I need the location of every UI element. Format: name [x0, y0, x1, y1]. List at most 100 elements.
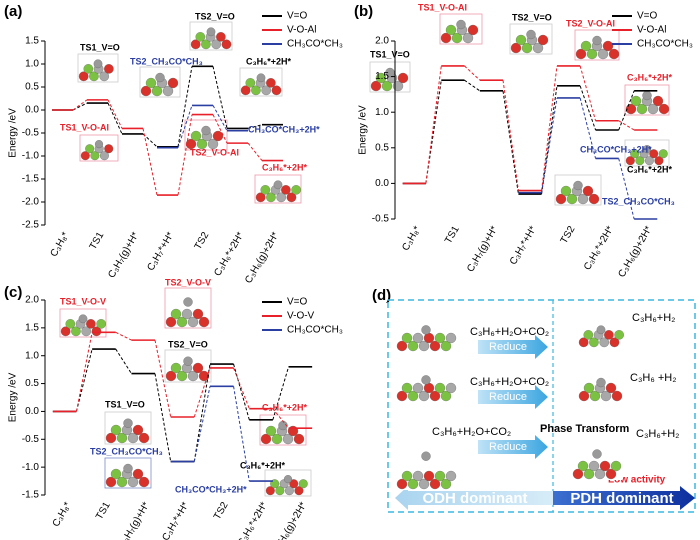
- connector: [177, 66, 193, 147]
- atom: [555, 193, 567, 205]
- x-tick-label: C₃H₇(g)+H*: [117, 500, 152, 540]
- atom: [510, 42, 522, 54]
- x-tick-label: C₃H₈*: [51, 500, 74, 529]
- panel-title: (b): [354, 3, 373, 20]
- atom: [586, 48, 598, 60]
- annotation: C₃H₆*+2H*: [262, 162, 308, 172]
- atom: [140, 85, 152, 97]
- pdh-arrow: [553, 486, 695, 510]
- adsorbate: [183, 297, 193, 307]
- atom: [110, 424, 122, 436]
- band-label: ODH dominant: [423, 490, 528, 507]
- annotation: CH₃CO*CH₃+2H*: [175, 484, 247, 494]
- connector: [193, 363, 211, 462]
- panel-d: (d) C₃H₆+H₂O+CO₂ C₃H₆+H₂O+CO₂ C₃H₆+H₂O+C…: [372, 287, 696, 513]
- atom: [105, 432, 117, 444]
- x-tick-label: C₃H₇(g)+H*: [106, 230, 141, 280]
- connector: [272, 408, 289, 429]
- atom: [260, 185, 271, 195]
- atom: [418, 478, 430, 490]
- y-tick-label: -0.5: [372, 214, 390, 225]
- annotation: C₃H₆*+2H*: [240, 460, 286, 470]
- adsorbate: [456, 19, 466, 30]
- connector: [247, 124, 263, 129]
- atom: [583, 468, 595, 480]
- atom: [434, 332, 446, 344]
- annotation: TS1_V-O-V: [60, 296, 106, 306]
- atom: [434, 470, 446, 482]
- legend-label: V=O: [287, 297, 308, 308]
- arrow: [478, 335, 548, 359]
- connector: [75, 332, 93, 412]
- atom: [99, 71, 110, 82]
- y-tick-label: 2.0: [25, 295, 39, 306]
- adsorbate: [93, 59, 103, 69]
- atom: [583, 330, 594, 340]
- x-tick-label: C₃H₈*: [49, 230, 72, 259]
- atom: [240, 85, 251, 96]
- legend-label: CH₃CO*CH₃: [637, 39, 693, 50]
- atom: [145, 77, 157, 89]
- connector: [115, 348, 132, 374]
- atom: [429, 340, 441, 352]
- atom: [192, 308, 204, 320]
- connector: [107, 99, 123, 129]
- atom: [575, 48, 587, 60]
- atom: [610, 460, 622, 472]
- connector: [579, 65, 597, 121]
- annotation: TS1_V-O-Al: [418, 2, 467, 12]
- atom: [608, 48, 620, 60]
- connector: [212, 114, 228, 144]
- note: Low activity: [608, 475, 666, 486]
- atom: [609, 337, 620, 348]
- legend-label: V=O: [287, 11, 308, 22]
- adsorbate: [592, 35, 602, 46]
- atom: [291, 185, 301, 195]
- adsorbate: [642, 145, 652, 154]
- atom: [245, 78, 256, 88]
- atom: [396, 340, 408, 352]
- atom: [537, 34, 549, 46]
- connector: [193, 367, 211, 418]
- atom: [132, 424, 144, 436]
- atom: [445, 470, 457, 482]
- transition: Phase Transform: [540, 423, 629, 435]
- y-tick-label: 1.5: [25, 322, 39, 333]
- atom: [216, 32, 226, 42]
- atom: [625, 156, 635, 166]
- y-tick-label: -0.5: [22, 434, 40, 445]
- annotation: TS2_CH₃CO*CH₃: [130, 56, 203, 66]
- adsorbate: [642, 90, 652, 101]
- adsorbate: [78, 314, 88, 324]
- y-axis-label: Energy /eV: [8, 108, 19, 158]
- adsorbate: [201, 125, 211, 136]
- atom: [635, 156, 645, 166]
- atom: [105, 476, 117, 488]
- reactants: C₃H₆+H₂O+CO₂: [470, 326, 549, 338]
- atom: [281, 185, 291, 195]
- atom: [589, 390, 601, 402]
- atom: [127, 432, 139, 444]
- atom: [658, 149, 668, 159]
- atom: [221, 39, 232, 50]
- connector: [541, 65, 558, 191]
- atom: [176, 370, 188, 382]
- atom: [170, 308, 182, 320]
- x-tick-label: C₃H₆(g)+2H*: [271, 500, 309, 540]
- atom: [614, 330, 624, 340]
- atom: [515, 34, 527, 46]
- product: C₃H₆ +H₂: [630, 372, 677, 384]
- panel-title: (a): [4, 3, 22, 20]
- y-tick-label: 0.5: [375, 142, 389, 153]
- atom: [577, 193, 589, 205]
- x-tick-label: C₃H₆(g)+2H*: [616, 224, 654, 279]
- y-tick-label: 0.0: [25, 105, 39, 116]
- legend-label: CH₃CO*CH₃: [287, 325, 343, 336]
- y-tick-label: 0.0: [375, 178, 389, 189]
- atom: [407, 390, 419, 402]
- atom: [396, 390, 408, 402]
- arrow: [478, 435, 548, 459]
- atom: [462, 32, 474, 44]
- connector: [75, 348, 93, 412]
